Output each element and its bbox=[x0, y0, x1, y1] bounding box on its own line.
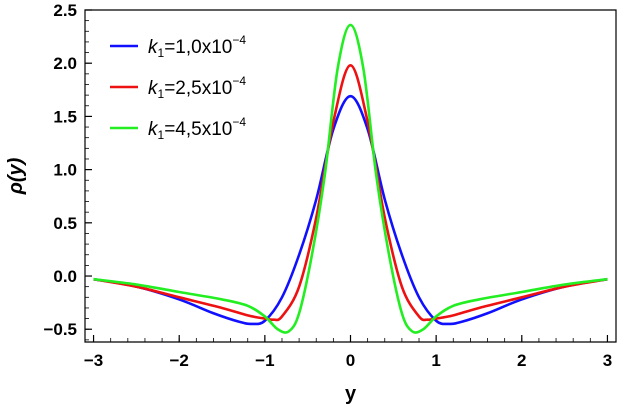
x-tick-label: −2 bbox=[170, 351, 189, 370]
y-tick-label: 0.0 bbox=[53, 267, 77, 286]
x-tick-label: 3 bbox=[603, 351, 612, 370]
series-line-1 bbox=[93, 94, 608, 326]
y-tick-label: 0.5 bbox=[53, 214, 77, 233]
y-tick-label: −0.5 bbox=[43, 320, 77, 339]
legend: k1=1,0x10−4 k1=2,5x10−4 k1=4,5x10−4 bbox=[110, 33, 246, 142]
y-tick-label: 2.5 bbox=[53, 1, 77, 20]
y-tick-label: 1.0 bbox=[53, 161, 77, 180]
plot-frame bbox=[84, 9, 617, 343]
x-tick-label: 0 bbox=[346, 351, 355, 370]
y-axis-title: ρ(y) bbox=[5, 157, 27, 195]
y-tick-label: 2.0 bbox=[53, 54, 77, 73]
plot-border bbox=[84, 9, 617, 343]
x-axis-ticks: −3 −2 −1 0 1 2 3 bbox=[84, 335, 612, 370]
x-tick-label: −3 bbox=[84, 351, 103, 370]
x-axis-title: y bbox=[345, 383, 357, 405]
y-axis-ticks: −0.5 0.0 0.5 1.0 1.5 2.0 2.5 bbox=[43, 1, 92, 339]
x-tick-label: −1 bbox=[255, 351, 274, 370]
series-layer bbox=[93, 23, 608, 334]
x-tick-label: 1 bbox=[431, 351, 440, 370]
legend-label-1: k1=1,0x10−4 bbox=[148, 33, 246, 60]
y-tick-label: 1.5 bbox=[53, 107, 77, 126]
series-line-3 bbox=[93, 23, 608, 334]
x-tick-label: 2 bbox=[517, 351, 526, 370]
series-line-2 bbox=[93, 64, 608, 322]
legend-label-3: k1=4,5x10−4 bbox=[148, 115, 246, 142]
legend-label-2: k1=2,5x10−4 bbox=[148, 74, 246, 101]
